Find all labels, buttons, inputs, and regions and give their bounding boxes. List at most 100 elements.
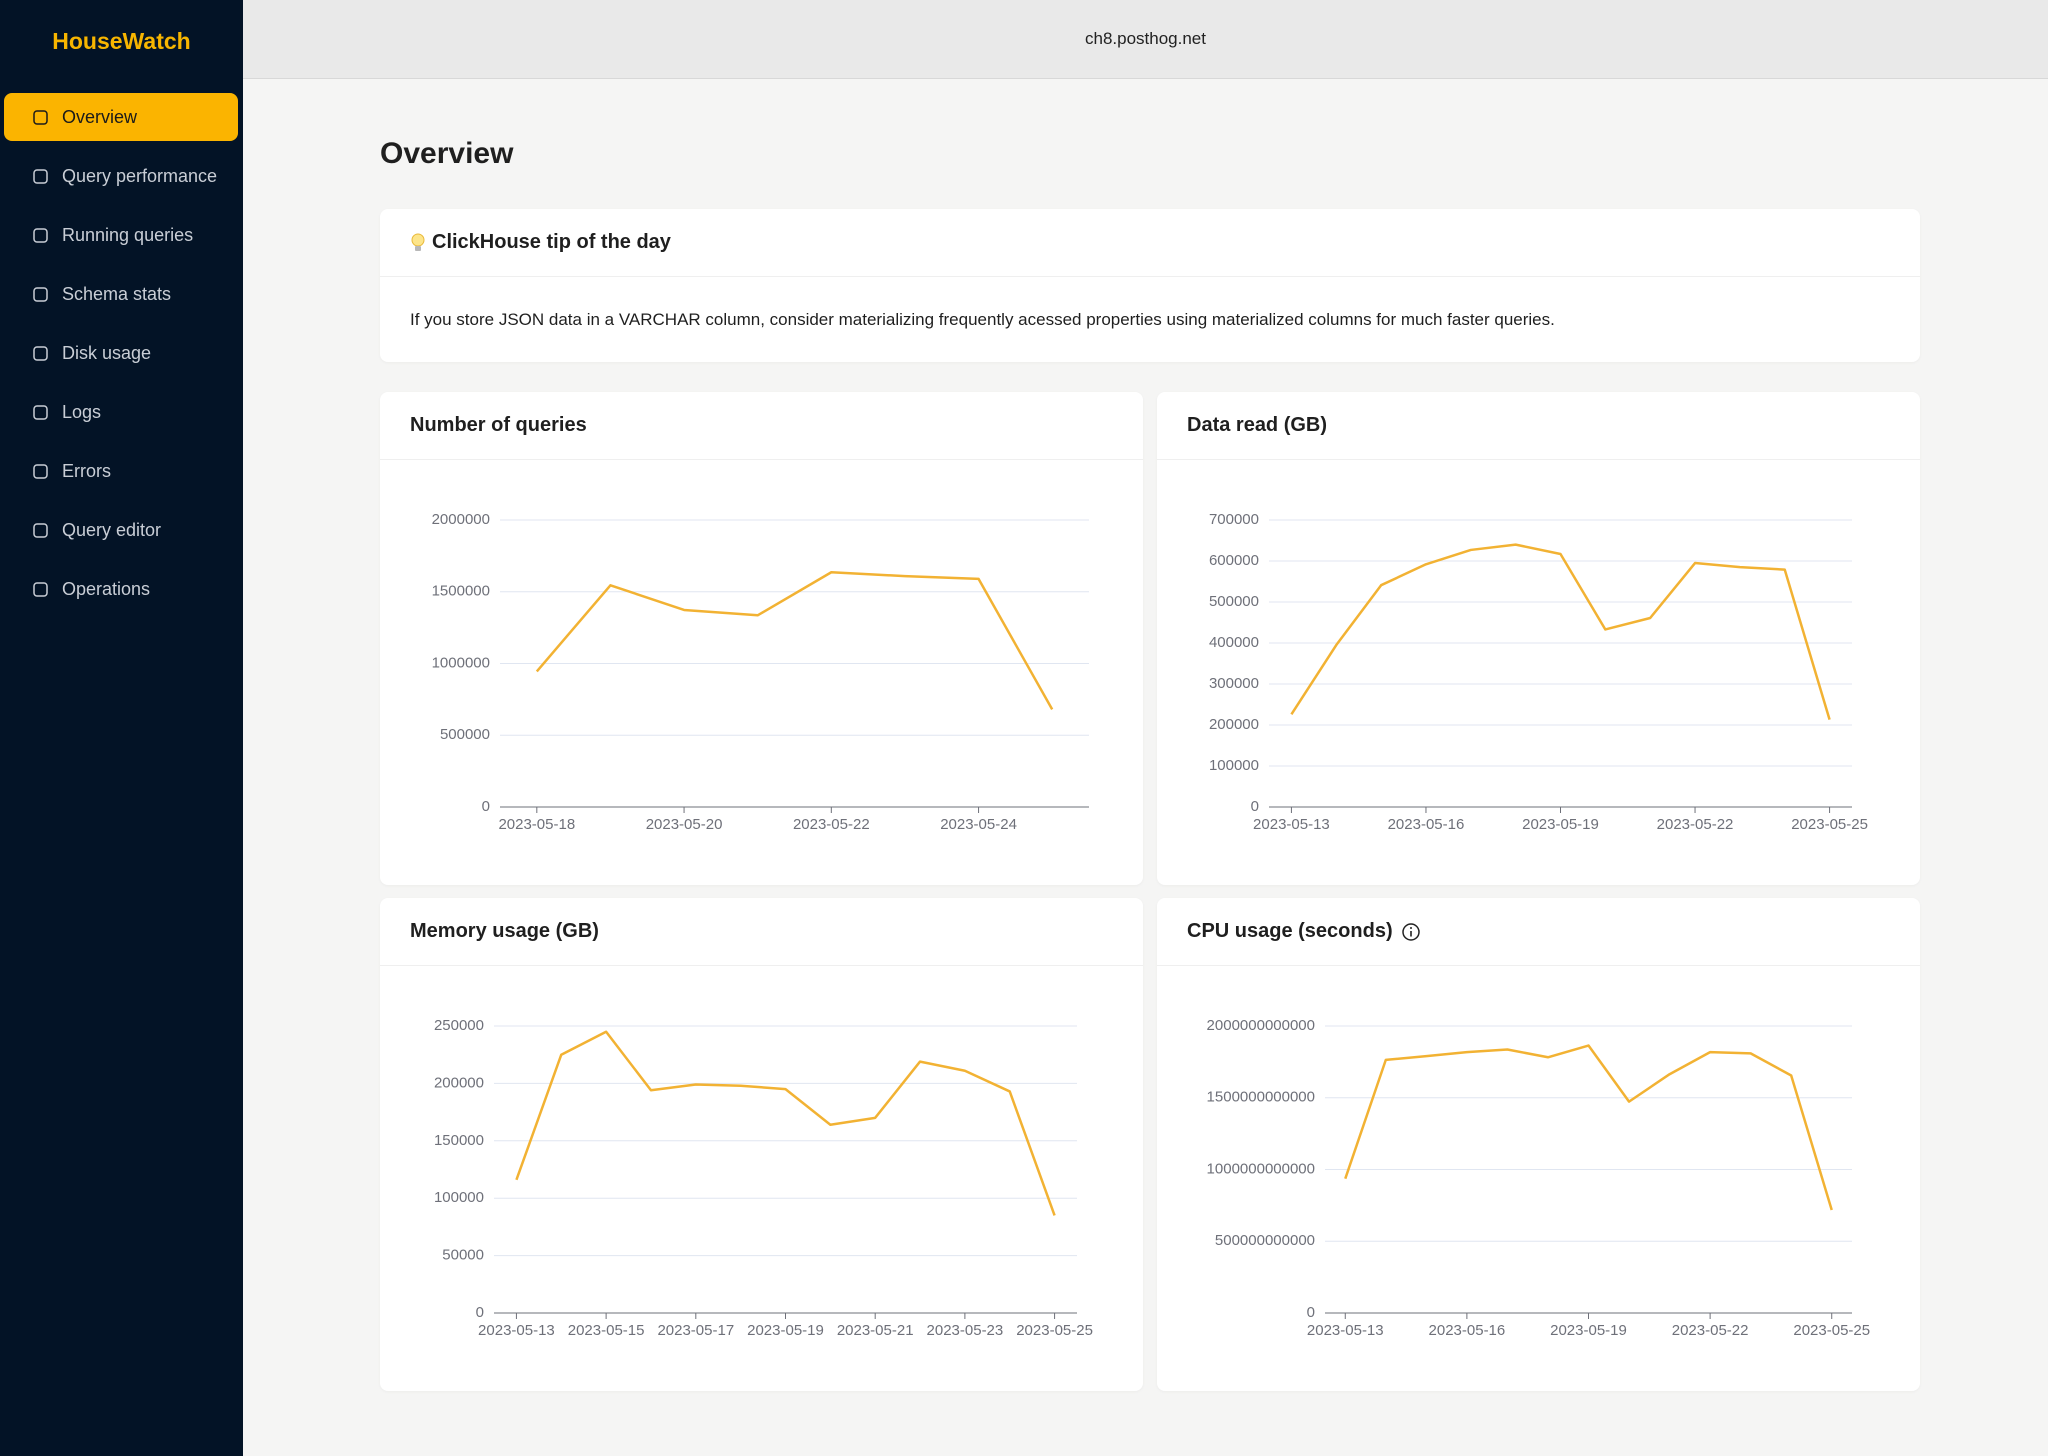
menu-item[interactable]: Operations bbox=[4, 565, 238, 613]
icon-shape bbox=[33, 522, 48, 538]
y-tick-label: 0 bbox=[476, 1304, 484, 1321]
logo: HouseWatch bbox=[52, 28, 191, 54]
menu-label: Schema stats bbox=[62, 283, 172, 304]
y-tick-label: 600000 bbox=[1209, 552, 1259, 569]
chart-card: Data read (GB) 0 100000 200000 300000 400000 5… bbox=[1157, 392, 1920, 885]
chart-title: Memory usage (GB) bbox=[410, 920, 599, 942]
x-tick-label: 2023-05-19 bbox=[1550, 1322, 1627, 1339]
menu-item[interactable]: Disk usage bbox=[4, 329, 238, 377]
menu-icon bbox=[33, 345, 48, 361]
menu-item[interactable]: Running queries bbox=[4, 211, 238, 259]
menu-icon bbox=[33, 227, 48, 243]
icon-shape bbox=[33, 581, 48, 597]
chart: 0 100000 200000 300000 400000 500000 600000 700… bbox=[1209, 511, 1868, 833]
x-tick-label: 2023-05-16 bbox=[1388, 816, 1465, 833]
y-tick-label: 2000000 bbox=[432, 511, 490, 528]
y-tick-label: 500000 bbox=[440, 726, 490, 743]
y-tick-label: 200000 bbox=[1209, 716, 1259, 733]
y-tick-label: 0 bbox=[1251, 798, 1259, 815]
line bbox=[515, 1030, 1056, 1216]
sidebar: HouseWatch Overview Query performance Runn… bbox=[0, 0, 243, 1456]
chart-head: Number of queries bbox=[380, 392, 1143, 460]
tip-text: If you store JSON data in a VARCHAR colu… bbox=[410, 310, 1555, 329]
y-tick-label: 1500000000000 bbox=[1207, 1089, 1315, 1106]
x-tick-label: 2023-05-22 bbox=[1672, 1322, 1749, 1339]
chart-head: Memory usage (GB) bbox=[380, 898, 1143, 966]
x-tick-label: 2023-05-25 bbox=[1791, 816, 1868, 833]
y-tick-label: 1500000 bbox=[432, 583, 490, 600]
x-tick-label: 2023-05-25 bbox=[1016, 1322, 1093, 1339]
chart-head: Data read (GB) bbox=[1157, 392, 1920, 460]
y-tick-label: 150000 bbox=[434, 1132, 484, 1149]
host: ch8.posthog.net bbox=[1085, 29, 1206, 48]
x-tick-label: 2023-05-13 bbox=[478, 1322, 555, 1339]
y-tick-label: 2000000000000 bbox=[1207, 1017, 1315, 1034]
y-tick-label: 500000 bbox=[1209, 593, 1259, 610]
menu-item[interactable]: Query editor bbox=[4, 506, 238, 554]
menu: Overview Query performance Running queries… bbox=[4, 93, 238, 624]
x-tick-label: 2023-05-23 bbox=[927, 1322, 1004, 1339]
y-tick-label: 400000 bbox=[1209, 634, 1259, 651]
menu-icon bbox=[33, 463, 48, 479]
y-tick-label: 100000 bbox=[434, 1189, 484, 1206]
chart-title: CPU usage (seconds) bbox=[1187, 920, 1393, 942]
tip-card: ClickHouse tip of the day If you store J… bbox=[380, 209, 1920, 362]
menu-item[interactable]: Query performance bbox=[4, 152, 238, 200]
menu-item[interactable]: Schema stats bbox=[4, 270, 238, 318]
menu-label: Running queries bbox=[62, 224, 194, 245]
menu-label: Disk usage bbox=[62, 342, 152, 363]
info-icon bbox=[1401, 922, 1420, 941]
tip-head: ClickHouse tip of the day bbox=[380, 209, 1920, 277]
line bbox=[1290, 543, 1831, 721]
y-tick-label: 1000000000000 bbox=[1207, 1160, 1315, 1177]
chart: 0 500000 1000000 1500000 2000000 2023-05-18 20… bbox=[432, 511, 1089, 833]
x-tick-label: 2023-05-18 bbox=[498, 816, 575, 833]
chart-card: Memory usage (GB) 0 50000 100000 150000 20000… bbox=[380, 898, 1143, 1391]
bulb-icon bbox=[411, 233, 425, 251]
x-tick-label: 2023-05-13 bbox=[1307, 1322, 1384, 1339]
x-tick-label: 2023-05-17 bbox=[657, 1322, 734, 1339]
menu-icon bbox=[33, 404, 48, 420]
menu-item[interactable]: Logs bbox=[4, 388, 238, 436]
chart-card: Number of queries 0 500000 1000000 1500000 20… bbox=[380, 392, 1143, 885]
icon-shape bbox=[1401, 922, 1420, 941]
icon-shape bbox=[33, 463, 48, 479]
icon-shape bbox=[33, 286, 48, 302]
menu-label: Query performance bbox=[62, 165, 218, 186]
menu-icon bbox=[33, 522, 48, 538]
menu-label: Operations bbox=[62, 578, 151, 599]
line bbox=[535, 570, 1054, 711]
y-tick-label: 50000 bbox=[442, 1247, 484, 1264]
chart-title: Data read (GB) bbox=[1187, 414, 1328, 436]
y-tick-label: 500000000000 bbox=[1215, 1232, 1315, 1249]
chart-title: Number of queries bbox=[410, 414, 587, 436]
y-tick-label: 100000 bbox=[1209, 757, 1259, 774]
page-title: Overview bbox=[380, 137, 514, 170]
icon-shape bbox=[33, 227, 48, 243]
y-tick-label: 700000 bbox=[1209, 511, 1259, 528]
menu-label: Errors bbox=[62, 460, 111, 481]
y-tick-label: 300000 bbox=[1209, 675, 1259, 692]
x-tick-label: 2023-05-16 bbox=[1429, 1322, 1506, 1339]
x-tick-label: 2023-05-25 bbox=[1793, 1322, 1870, 1339]
x-tick-label: 2023-05-22 bbox=[1657, 816, 1734, 833]
y-tick-label: 200000 bbox=[434, 1074, 484, 1091]
x-tick-label: 2023-05-13 bbox=[1253, 816, 1330, 833]
x-tick-label: 2023-05-21 bbox=[837, 1322, 914, 1339]
tip-title: ClickHouse tip of the day bbox=[432, 231, 671, 253]
chart-card: CPU usage (seconds) 0 500000000000 10000000… bbox=[1157, 898, 1920, 1391]
x-tick-label: 2023-05-15 bbox=[568, 1322, 645, 1339]
menu-item[interactable]: Overview bbox=[4, 93, 238, 141]
x-tick-label: 2023-05-19 bbox=[747, 1322, 824, 1339]
icon-shape bbox=[33, 404, 48, 420]
icon-shape bbox=[1409, 926, 1412, 929]
x-tick-label: 2023-05-24 bbox=[940, 816, 1017, 833]
y-tick-label: 1000000 bbox=[432, 654, 490, 671]
icon-shape bbox=[33, 109, 48, 125]
y-tick-label: 0 bbox=[482, 798, 490, 815]
chart-head: CPU usage (seconds) bbox=[1157, 898, 1920, 966]
menu-label: Query editor bbox=[62, 519, 162, 540]
menu-item[interactable]: Errors bbox=[4, 447, 238, 495]
x-tick-label: 2023-05-19 bbox=[1522, 816, 1599, 833]
